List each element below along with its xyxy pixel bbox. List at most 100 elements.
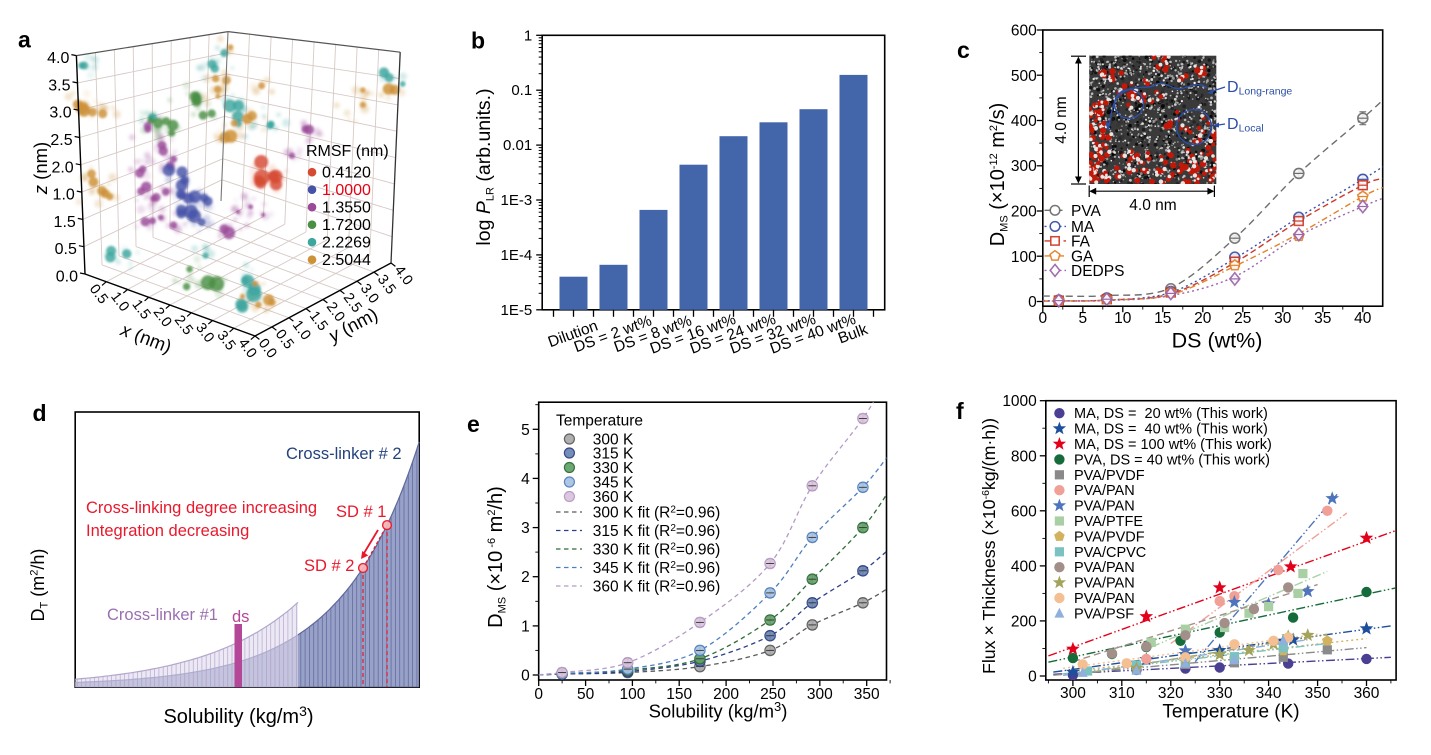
svg-text:1.3550: 1.3550 [322, 200, 371, 217]
svg-text:0: 0 [1028, 294, 1037, 311]
svg-text:20: 20 [1194, 310, 1212, 327]
svg-text:1: 1 [524, 27, 532, 44]
svg-text:0.4120: 0.4120 [322, 165, 371, 182]
svg-text:315 K fit (R2=0.96): 315 K fit (R2=0.96) [593, 523, 720, 540]
svg-text:600: 600 [1011, 23, 1037, 40]
svg-text:DMS (×10-12 m2/s): DMS (×10-12 m2/s) [987, 103, 1011, 247]
svg-text:340: 340 [1256, 685, 1282, 702]
svg-text:600: 600 [1011, 503, 1037, 520]
svg-text:b: b [471, 28, 485, 54]
svg-text:15: 15 [1154, 310, 1171, 327]
svg-text:0: 0 [521, 668, 530, 685]
svg-text:330: 330 [1207, 685, 1233, 702]
svg-text:1.0: 1.0 [53, 187, 75, 204]
svg-text:250: 250 [760, 686, 786, 703]
svg-text:Solubility (kg/m3): Solubility (kg/m3) [649, 699, 788, 722]
svg-text:0.5: 0.5 [55, 241, 77, 258]
svg-text:2.5: 2.5 [50, 132, 72, 149]
svg-text:log PLR (arb.units.): log PLR (arb.units.) [473, 88, 497, 245]
svg-text:z (nm): z (nm) [30, 142, 51, 195]
svg-text:MA, DS = 40 wt% (This work): MA, DS = 40 wt% (This work) [1074, 422, 1268, 438]
svg-text:500: 500 [1011, 68, 1037, 85]
svg-text:RMSF (nm): RMSF (nm) [306, 143, 389, 160]
svg-text:50: 50 [577, 686, 595, 703]
svg-text:300: 300 [807, 686, 833, 703]
svg-text:0.1: 0.1 [511, 82, 532, 99]
svg-text:SD # 1: SD # 1 [336, 503, 386, 521]
svg-text:PVA, DS = 40 wt% (This work): PVA, DS = 40 wt% (This work) [1074, 452, 1270, 468]
svg-text:DLong-range: DLong-range [1227, 79, 1292, 98]
svg-text:1.0000: 1.0000 [322, 182, 371, 199]
svg-text:MA, DS = 100 wt% (This work): MA, DS = 100 wt% (This work) [1074, 437, 1272, 453]
svg-text:5: 5 [521, 422, 530, 439]
svg-text:MA: MA [1071, 219, 1095, 236]
svg-text:25: 25 [1234, 310, 1251, 327]
svg-text:360: 360 [1354, 685, 1380, 702]
svg-text:0: 0 [1038, 310, 1047, 327]
svg-text:200: 200 [1011, 204, 1037, 221]
svg-text:100: 100 [619, 686, 645, 703]
svg-text:a: a [18, 27, 31, 53]
svg-text:1E-3: 1E-3 [501, 192, 533, 209]
svg-text:Integration decreasing: Integration decreasing [86, 522, 249, 540]
svg-text:330 K fit (R2=0.96): 330 K fit (R2=0.96) [593, 541, 720, 558]
svg-text:Temperature (K): Temperature (K) [1162, 702, 1299, 723]
svg-text:300: 300 [1011, 158, 1037, 175]
svg-text:Cross-linker # 2: Cross-linker # 2 [286, 445, 402, 463]
svg-text:2: 2 [521, 569, 530, 586]
svg-text:PVA/PAN: PVA/PAN [1074, 499, 1135, 515]
svg-text:350: 350 [1305, 685, 1331, 702]
svg-text:MA, DS = 20 wt% (This work): MA, DS = 20 wt% (This work) [1074, 406, 1268, 422]
svg-text:0: 0 [1028, 669, 1037, 686]
svg-text:4.0 nm: 4.0 nm [1053, 96, 1070, 143]
svg-text:40: 40 [1354, 310, 1372, 327]
svg-text:3.0: 3.0 [49, 105, 71, 122]
svg-text:DS (wt%): DS (wt%) [1172, 329, 1263, 353]
svg-text:PVA/PSF: PVA/PSF [1074, 606, 1134, 622]
svg-text:300 K fit (R2=0.96): 300 K fit (R2=0.96) [593, 504, 720, 521]
svg-text:5: 5 [1078, 310, 1087, 327]
svg-text:200: 200 [1011, 613, 1037, 630]
svg-text:PVA/PVDF: PVA/PVDF [1074, 468, 1145, 484]
svg-text:0.0: 0.0 [56, 269, 78, 286]
svg-text:PVA/PAN: PVA/PAN [1074, 576, 1135, 592]
svg-text:PVA/PAN: PVA/PAN [1074, 483, 1135, 499]
svg-text:FA: FA [1071, 233, 1091, 250]
svg-text:PVA/PAN: PVA/PAN [1074, 591, 1135, 607]
svg-text:330 K: 330 K [593, 460, 634, 477]
svg-text:d: d [33, 400, 47, 426]
svg-text:3: 3 [521, 520, 530, 537]
svg-text:0: 0 [534, 686, 543, 703]
svg-text:PVA/PTFE: PVA/PTFE [1074, 514, 1143, 530]
svg-text:PVA/PAN: PVA/PAN [1074, 560, 1135, 576]
svg-text:4: 4 [521, 471, 530, 488]
svg-text:360 K fit (R2=0.96): 360 K fit (R2=0.96) [593, 578, 720, 595]
svg-text:1.5: 1.5 [54, 214, 76, 231]
svg-text:3.5: 3.5 [48, 77, 70, 94]
svg-text:300 K: 300 K [593, 431, 634, 448]
svg-text:360 K: 360 K [593, 489, 634, 506]
svg-text:DT (m2/h): DT (m2/h) [28, 549, 51, 622]
svg-text:315 K: 315 K [593, 445, 634, 462]
svg-text:150: 150 [666, 686, 692, 703]
svg-text:1E-4: 1E-4 [501, 247, 533, 264]
svg-text:400: 400 [1011, 558, 1037, 575]
svg-text:Solubility (kg/m3): Solubility (kg/m3) [163, 703, 313, 728]
svg-text:1E-5: 1E-5 [501, 302, 533, 319]
svg-text:4.0: 4.0 [47, 50, 69, 67]
svg-text:2.5044: 2.5044 [322, 252, 371, 269]
svg-text:ds: ds [232, 608, 249, 626]
svg-text:c: c [957, 37, 970, 63]
svg-text:PVA/CPVC: PVA/CPVC [1074, 545, 1146, 561]
svg-text:800: 800 [1011, 448, 1037, 465]
svg-text:2.0: 2.0 [51, 159, 73, 176]
svg-text:Cross-linking degree increasin: Cross-linking degree increasing [86, 499, 317, 517]
svg-text:DEDPS: DEDPS [1071, 263, 1124, 280]
svg-text:345 K: 345 K [593, 474, 634, 491]
svg-text:1.7200: 1.7200 [322, 217, 371, 234]
svg-text:35: 35 [1314, 310, 1331, 327]
svg-text:DMS (×10 -6 m2/h): DMS (×10 -6 m2/h) [485, 486, 509, 628]
svg-text:320: 320 [1158, 685, 1184, 702]
svg-text:1: 1 [521, 618, 530, 635]
svg-text:30: 30 [1274, 310, 1292, 327]
